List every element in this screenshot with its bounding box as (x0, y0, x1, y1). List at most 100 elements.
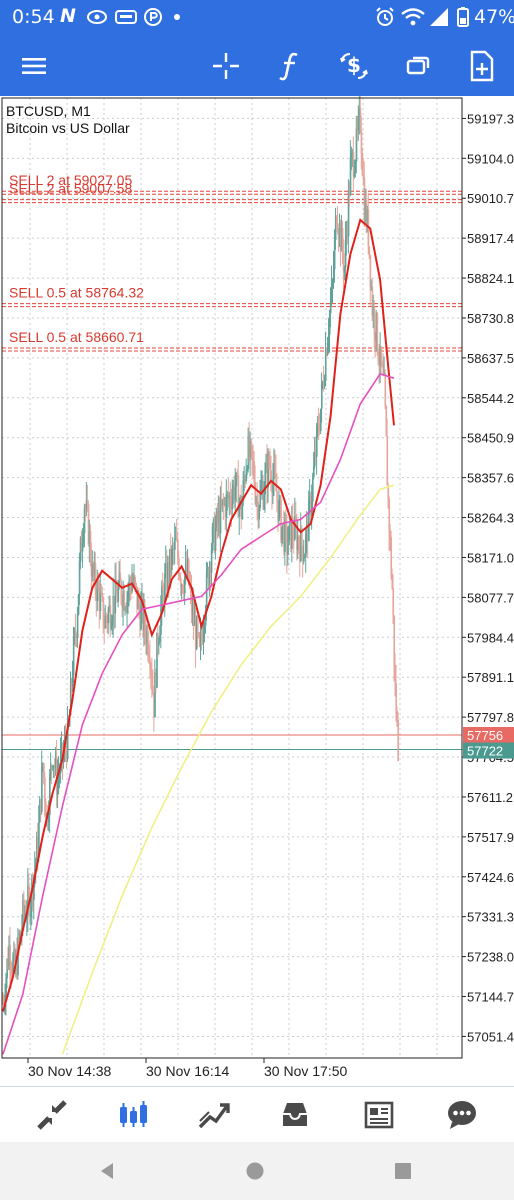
indicators-button[interactable] (270, 46, 310, 86)
bid-price-box (463, 727, 514, 744)
nav-news[interactable] (357, 1093, 401, 1137)
candle-body (139, 607, 141, 630)
candle-body (72, 638, 75, 676)
candle-body (149, 659, 151, 667)
nav-history[interactable] (273, 1093, 317, 1137)
candle-body (357, 115, 360, 131)
order-label[interactable]: SELL 2 at 59027.05 (9, 172, 132, 188)
candle-body (5, 978, 7, 1001)
candle-body (350, 153, 353, 158)
candle-body (276, 491, 278, 500)
candle-body (24, 913, 26, 915)
candle-body (208, 566, 211, 586)
candle-body (85, 500, 88, 509)
candle-body (265, 462, 268, 472)
candle-body (262, 486, 265, 508)
crosshair-button[interactable] (206, 46, 246, 86)
candle-body (66, 718, 69, 760)
home-circle-icon (246, 1162, 264, 1180)
candle-body (101, 593, 104, 598)
recents-button[interactable] (388, 1156, 418, 1186)
chart-canvas[interactable]: 59197.3 59104.0 59010.7 58917.4 58824.1 58730… (0, 96, 514, 1086)
candle-body (390, 537, 393, 574)
candle-body (178, 557, 180, 576)
candle-body (58, 772, 61, 775)
order-label[interactable]: SELL 0.5 at 58764.32 (9, 285, 144, 301)
candle-body (102, 597, 105, 627)
candle-body (293, 533, 295, 540)
candle-body (44, 777, 46, 802)
candle-body (134, 577, 136, 584)
order-label[interactable]: SELL 2 at 59007.58 (9, 181, 132, 197)
back-button[interactable] (92, 1156, 122, 1186)
nav-trade[interactable] (192, 1093, 236, 1137)
x-tick-label: 30 Nov 16:14 (146, 1063, 229, 1079)
nav-quotes[interactable] (30, 1093, 74, 1137)
candle-body (213, 519, 216, 551)
y-tick-label: 57797.8 (467, 710, 514, 725)
y-tick-label: 57891.1 (467, 670, 514, 685)
candle-body (54, 765, 56, 768)
nav-chart[interactable] (111, 1093, 155, 1137)
new-order-button[interactable] (462, 46, 502, 86)
candle-body (103, 626, 106, 628)
candle-body (373, 306, 376, 334)
candle-body (333, 239, 336, 270)
trade-button[interactable]: $ (334, 46, 374, 86)
battery-icon (456, 6, 478, 28)
candle-body (19, 932, 21, 942)
candle-body (168, 562, 170, 580)
y-tick-label: 57611.2 (467, 790, 513, 805)
candle-body (230, 503, 233, 510)
candle-body (48, 814, 50, 823)
chart-symbol-title: BTCUSD, M1 (6, 103, 91, 119)
candle-body (52, 766, 54, 768)
candle-body (53, 765, 55, 767)
candle-body (325, 350, 328, 355)
candle-body (41, 766, 43, 812)
candle-body (356, 128, 359, 131)
candle-body (126, 596, 129, 612)
candle-body (301, 527, 303, 547)
candle-body (354, 161, 357, 173)
candle-body (336, 223, 339, 232)
chart-frame (1, 97, 463, 1059)
candle-body (157, 632, 159, 646)
candle-body (7, 959, 9, 967)
candle-body (169, 549, 171, 580)
candle-body (108, 605, 111, 611)
candle-body (272, 478, 274, 494)
candle-body (83, 508, 86, 534)
candle-body (385, 405, 388, 436)
candle-body (228, 495, 231, 500)
candle-body (362, 175, 365, 178)
candle-body (334, 217, 337, 240)
candle-body (43, 763, 45, 778)
windows-button[interactable] (398, 46, 438, 86)
candle-body (369, 255, 372, 287)
candle-body (340, 227, 343, 252)
candle-body (73, 630, 76, 639)
candle-body (376, 313, 379, 352)
candle-body (345, 234, 348, 240)
nav-chat[interactable] (440, 1093, 484, 1137)
price-chart[interactable]: 59197.3 59104.0 59010.7 58917.4 58824.1 58730… (0, 96, 514, 1086)
candle-body (294, 516, 296, 540)
candle-body (174, 538, 176, 550)
candle-body (251, 446, 254, 459)
y-tick-label: 57517.9 (467, 830, 514, 845)
candle-body (84, 508, 87, 510)
candle-body (308, 499, 310, 542)
candle-body (279, 499, 281, 501)
order-label[interactable]: SELL 0.5 at 58660.71 (9, 329, 144, 345)
candle-body (18, 937, 20, 942)
candle-body (314, 451, 316, 467)
home-button[interactable] (240, 1156, 270, 1186)
candle-body (112, 596, 115, 621)
candle-body (297, 536, 299, 551)
candle-body (187, 559, 190, 584)
candle-body (214, 527, 217, 551)
candle-body (10, 968, 12, 971)
menu-button[interactable] (14, 46, 54, 86)
candle-body (341, 227, 344, 253)
